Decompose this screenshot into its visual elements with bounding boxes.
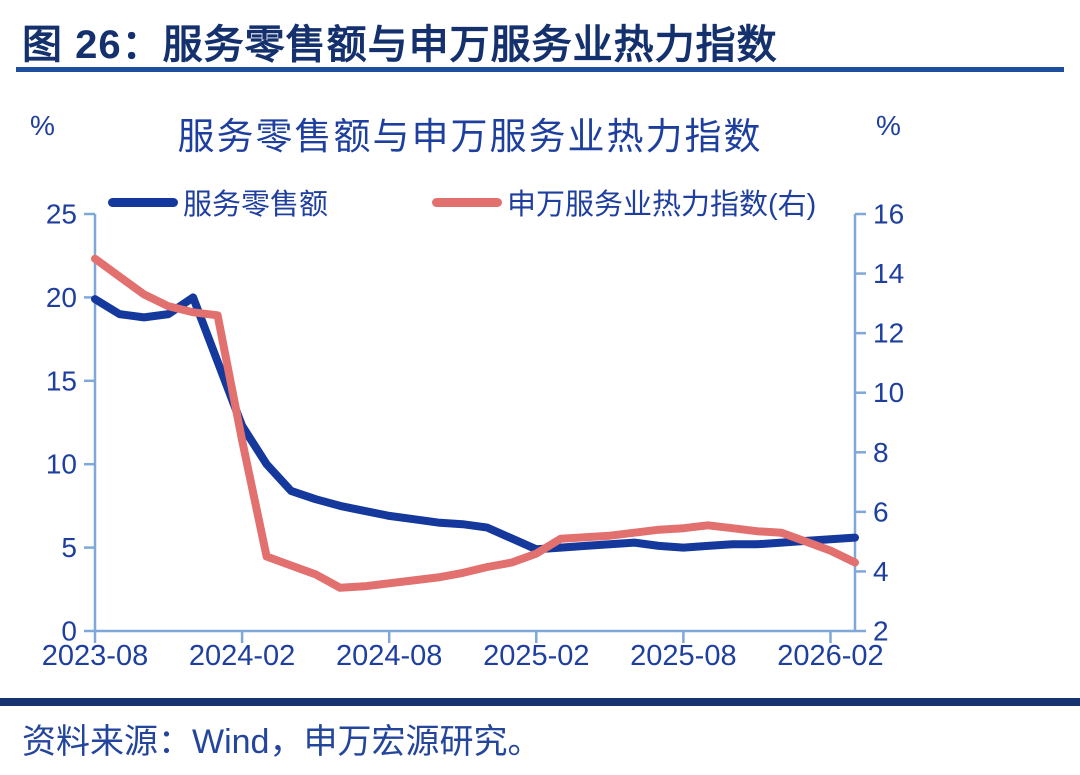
legend-label-service-retail: 服务零售额	[183, 189, 329, 221]
footer-rule	[0, 698, 1080, 706]
right-axis-tick-label: 16	[873, 199, 904, 230]
left-axis-unit: %	[30, 110, 55, 141]
right-axis-tick-label: 10	[873, 377, 904, 408]
chart-title: 服务零售额与申万服务业热力指数	[177, 116, 763, 157]
x-axis-tick-label: 2026-02	[777, 640, 883, 672]
right-axis-unit: %	[876, 110, 901, 141]
left-axis-tick-label: 15	[46, 365, 77, 396]
left-axis-tick-label: 25	[46, 199, 77, 230]
left-axis-tick-label: 10	[46, 449, 77, 480]
legend-item-heat-index: 申万服务业热力指数(右)	[432, 184, 817, 221]
series-line-service-retail	[91, 293, 859, 554]
legend-swatch-blue-line	[108, 197, 178, 207]
x-axis-tick-label: 2024-02	[189, 640, 295, 672]
right-axis-tick-label: 8	[873, 437, 889, 468]
header-rule	[16, 67, 1064, 72]
series-line-heat-index	[91, 254, 859, 592]
legend-item-service-retail: 服务零售额	[108, 184, 329, 221]
right-axis-tick-label: 6	[873, 496, 889, 527]
x-axis-tick-label: 2025-08	[630, 640, 736, 672]
right-axis-tick-label: 14	[873, 258, 904, 289]
legend-swatch-red-line	[432, 197, 502, 207]
axis-frame	[93, 214, 857, 633]
right-axis-tick-label: 4	[873, 556, 889, 587]
source-note: 资料来源：Wind，申万宏源研究。	[22, 723, 542, 761]
right-axis-tick-label: 2	[873, 616, 889, 647]
x-axis-tick-label: 2024-08	[336, 640, 442, 672]
x-axis-tick-label: 2025-02	[483, 640, 589, 672]
left-axis-tick-label: 20	[46, 282, 77, 313]
right-axis-tick-label: 12	[873, 318, 904, 349]
left-axis-tick-label: 5	[61, 532, 77, 563]
legend-label-heat-index: 申万服务业热力指数(右)	[507, 189, 817, 221]
figure-title: 图 26：服务零售额与申万服务业热力指数	[22, 23, 778, 67]
left-axis-tick-label: 0	[61, 616, 77, 647]
x-axis-tick-label: 2023-08	[42, 640, 148, 672]
